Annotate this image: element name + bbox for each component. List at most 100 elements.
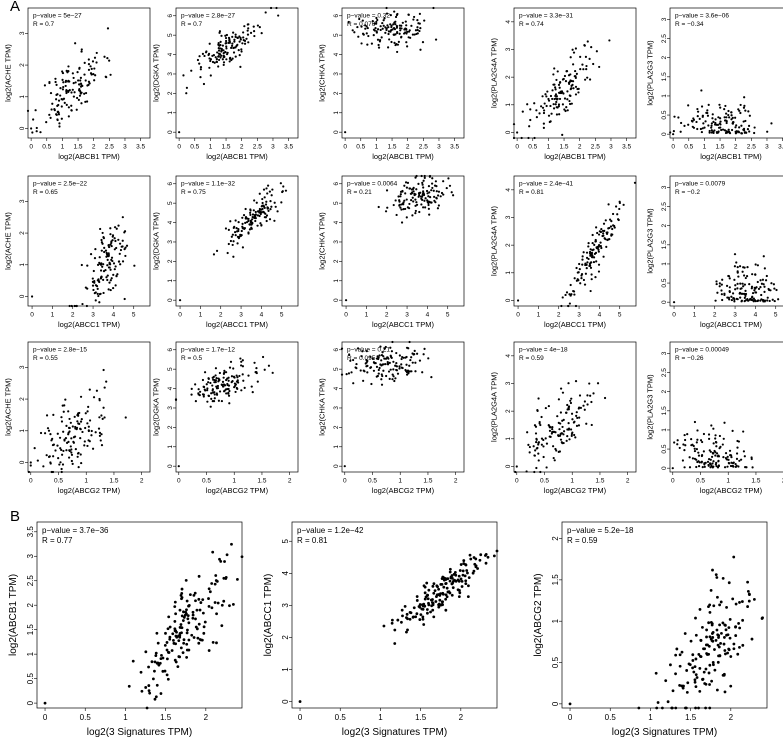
data-point bbox=[84, 100, 87, 103]
data-point bbox=[190, 387, 193, 391]
data-point bbox=[223, 384, 227, 387]
x-tick-label: 0.5 bbox=[696, 478, 705, 485]
data-point bbox=[414, 370, 417, 373]
data-point bbox=[203, 388, 206, 391]
data-point bbox=[49, 91, 53, 95]
data-point bbox=[565, 106, 568, 109]
data-point bbox=[575, 72, 578, 75]
data-point bbox=[161, 669, 165, 673]
data-point bbox=[728, 277, 731, 280]
data-point bbox=[725, 119, 728, 123]
data-point bbox=[529, 118, 532, 122]
x-tick-label: 1.5 bbox=[716, 144, 725, 151]
x-tick-label: 1 bbox=[726, 478, 730, 485]
data-point bbox=[108, 281, 111, 284]
data-point bbox=[718, 282, 721, 285]
data-point bbox=[240, 555, 244, 559]
data-point bbox=[558, 434, 562, 437]
data-point bbox=[165, 641, 169, 644]
data-point bbox=[414, 176, 417, 179]
data-point bbox=[706, 460, 710, 463]
x-axis-label: log2(ABCC1 TPM) bbox=[700, 320, 762, 329]
data-point bbox=[584, 78, 587, 81]
y-tick-label: 4 bbox=[505, 188, 512, 192]
data-point bbox=[242, 379, 245, 382]
data-point bbox=[195, 627, 199, 631]
data-point bbox=[704, 667, 708, 671]
data-point bbox=[743, 455, 746, 458]
data-point bbox=[700, 89, 703, 92]
data-point bbox=[46, 427, 50, 430]
data-point bbox=[222, 390, 226, 393]
r-annotation: R = −0.26 bbox=[675, 355, 704, 362]
data-point bbox=[89, 65, 92, 68]
data-point bbox=[402, 356, 405, 359]
data-point bbox=[217, 377, 220, 380]
data-point bbox=[426, 597, 430, 601]
data-point bbox=[418, 359, 422, 362]
data-point bbox=[589, 248, 592, 251]
data-point bbox=[168, 625, 172, 629]
data-point bbox=[428, 213, 431, 216]
data-point bbox=[717, 464, 720, 467]
data-point bbox=[248, 223, 251, 226]
x-tick-label: 1 bbox=[547, 144, 551, 151]
data-point bbox=[108, 266, 111, 269]
data-point bbox=[233, 40, 236, 43]
y-axis-label: log2(PLA2G3 TPM) bbox=[646, 208, 655, 274]
data-point bbox=[718, 285, 721, 288]
data-point bbox=[717, 116, 720, 119]
data-point bbox=[232, 51, 236, 54]
data-point bbox=[561, 442, 564, 445]
data-point bbox=[557, 83, 561, 86]
data-point bbox=[440, 577, 444, 581]
data-point bbox=[83, 73, 86, 76]
data-point bbox=[147, 689, 151, 693]
p-value-annotation: p−value = 5e−27 bbox=[33, 13, 82, 20]
data-point bbox=[588, 262, 592, 265]
data-point bbox=[581, 263, 584, 266]
x-axis-label: log2(ABCG2 TPM) bbox=[544, 486, 607, 495]
data-point bbox=[577, 424, 581, 427]
data-point bbox=[542, 111, 546, 115]
data-point bbox=[93, 79, 96, 82]
data-point bbox=[173, 620, 177, 623]
data-point bbox=[266, 184, 270, 187]
data-point bbox=[207, 605, 211, 608]
data-point bbox=[558, 81, 562, 84]
data-point bbox=[761, 278, 765, 281]
data-point bbox=[197, 597, 201, 601]
data-point bbox=[717, 636, 720, 639]
data-point bbox=[271, 188, 274, 191]
data-point bbox=[732, 555, 736, 559]
data-point bbox=[118, 242, 122, 245]
data-point bbox=[405, 363, 408, 366]
data-point bbox=[572, 87, 575, 90]
y-tick-label: 1 bbox=[19, 429, 26, 433]
data-point bbox=[180, 631, 183, 635]
data-point bbox=[382, 369, 385, 372]
data-point bbox=[197, 574, 201, 578]
data-point bbox=[385, 189, 389, 192]
data-point bbox=[174, 398, 178, 401]
data-point bbox=[450, 593, 454, 597]
data-point bbox=[739, 296, 742, 299]
data-point bbox=[243, 39, 247, 42]
data-point bbox=[391, 340, 394, 344]
data-point bbox=[579, 67, 582, 71]
y-tick-label: 5 bbox=[167, 33, 174, 37]
data-point bbox=[249, 211, 252, 214]
data-point bbox=[750, 296, 754, 299]
data-point bbox=[220, 34, 223, 37]
x-tick-label: 0 bbox=[515, 144, 519, 151]
data-point bbox=[406, 206, 409, 209]
data-point bbox=[80, 48, 83, 51]
data-point bbox=[418, 22, 421, 25]
data-point bbox=[264, 203, 268, 206]
data-point bbox=[108, 262, 111, 266]
y-tick-label: 0 bbox=[661, 466, 668, 470]
data-point bbox=[251, 215, 254, 219]
x-tick-label: 0.5 bbox=[202, 478, 211, 485]
data-point bbox=[775, 288, 778, 292]
data-point bbox=[109, 73, 112, 76]
